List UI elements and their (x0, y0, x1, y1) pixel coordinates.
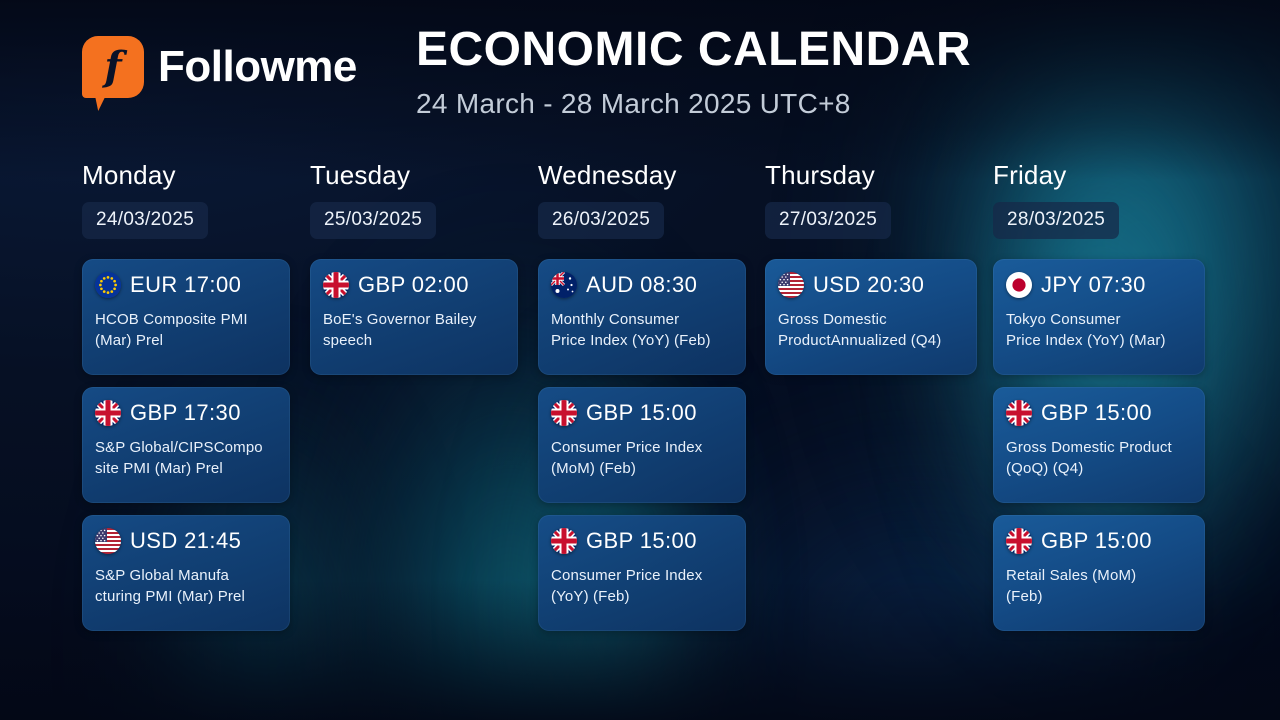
event-card[interactable]: GBP 15:00 Consumer Price Index (YoY) (Feb… (538, 515, 746, 631)
event-card[interactable]: EUR 17:00 HCOB Composite PMI (Mar) Prel (82, 259, 290, 375)
au-flag-icon (551, 272, 577, 298)
event-description: Consumer Price Index (MoM) (Feb) (551, 439, 703, 478)
event-card[interactable]: JPY 07:30 Tokyo Consumer Price Index (YoY… (993, 259, 1205, 375)
event-description: Retail Sales (MoM) (Feb) (1006, 567, 1137, 606)
day-name: Wednesday (538, 160, 677, 190)
event-header: GBP 15:00 (1006, 528, 1192, 554)
date-pill: 28/03/2025 (993, 202, 1120, 239)
uk-flag-icon (1006, 528, 1032, 554)
event-header: USD 21:45 (95, 528, 277, 554)
event-description: BoE's Governor Bailey speech (323, 311, 477, 350)
day-column-wednesday: Wednesday 26/03/2025 AUD 08:30 Monthly Con… (538, 160, 746, 631)
event-description: HCOB Composite PMI (Mar) Prel (95, 311, 248, 350)
uk-flag-icon (1006, 400, 1032, 426)
event-header: GBP 15:00 (1006, 400, 1192, 426)
event-description: Gross Domestic ProductAnnualized (Q4) (778, 311, 942, 350)
day-column-tuesday: Tuesday 25/03/2025 GBP 02:00 BoE's Governo… (310, 160, 518, 375)
event-card[interactable]: USD 20:30 Gross Domestic ProductAnnualize… (765, 259, 977, 375)
followme-logo-icon: f (82, 36, 144, 98)
event-description: S&P Global Manufa cturing PMI (Mar) Prel (95, 567, 245, 606)
event-card[interactable]: GBP 15:00 Gross Domestic Product (QoQ) (Q… (993, 387, 1205, 503)
date-range-subtitle: 24 March - 28 March 2025 UTC+8 (416, 88, 851, 119)
currency-time-label: GBP 02:00 (358, 272, 469, 297)
uk-flag-icon (551, 528, 577, 554)
brand-name: Followme (158, 42, 357, 91)
event-card-list: JPY 07:30 Tokyo Consumer Price Index (YoY… (993, 259, 1205, 631)
currency-time-label: GBP 15:00 (586, 400, 697, 425)
event-header: GBP 15:00 (551, 400, 733, 426)
day-name: Monday (82, 160, 176, 190)
date-pill: 26/03/2025 (538, 202, 665, 239)
event-card[interactable]: GBP 02:00 BoE's Governor Bailey speech (310, 259, 518, 375)
event-header: JPY 07:30 (1006, 272, 1192, 298)
eu-flag-icon (95, 272, 121, 298)
day-name: Thursday (765, 160, 875, 190)
jp-flag-icon (1006, 272, 1032, 298)
event-description: Gross Domestic Product (QoQ) (Q4) (1006, 439, 1172, 478)
currency-time-label: USD 20:30 (813, 272, 925, 297)
currency-time-label: JPY 07:30 (1041, 272, 1146, 297)
event-header: GBP 02:00 (323, 272, 505, 298)
currency-time-label: USD 21:45 (130, 528, 242, 553)
event-header: AUD 08:30 (551, 272, 733, 298)
event-card[interactable]: GBP 15:00 Consumer Price Index (MoM) (Feb… (538, 387, 746, 503)
uk-flag-icon (551, 400, 577, 426)
event-card[interactable]: GBP 17:30 S&P Global/CIPSCompo site PMI (… (82, 387, 290, 503)
date-pill: 25/03/2025 (310, 202, 437, 239)
event-header: USD 20:30 (778, 272, 964, 298)
event-card-list: EUR 17:00 HCOB Composite PMI (Mar) Prel G… (82, 259, 290, 631)
currency-time-label: GBP 15:00 (1041, 400, 1152, 425)
currency-time-label: GBP 15:00 (586, 528, 697, 553)
day-name: Friday (993, 160, 1067, 190)
brand-logo: f Followme (82, 36, 357, 98)
event-description: Monthly Consumer Price Index (YoY) (Feb) (551, 311, 711, 350)
uk-flag-icon (323, 272, 349, 298)
event-description: S&P Global/CIPSCompo site PMI (Mar) Prel (95, 439, 263, 478)
brand-mark-letter: f (104, 43, 122, 90)
day-name: Tuesday (310, 160, 411, 190)
date-pill: 24/03/2025 (82, 202, 209, 239)
day-column-monday: Monday 24/03/2025 EUR 17:00 HCOB Composite … (82, 160, 290, 631)
page-title: ECONOMIC CALENDAR (416, 23, 972, 76)
event-description: Consumer Price Index (YoY) (Feb) (551, 567, 703, 606)
event-card[interactable]: AUD 08:30 Monthly Consumer Price Index (Y… (538, 259, 746, 375)
currency-time-label: GBP 15:00 (1041, 528, 1152, 553)
event-header: EUR 17:00 (95, 272, 277, 298)
us-flag-icon (778, 272, 804, 298)
date-pill: 27/03/2025 (765, 202, 892, 239)
event-card-list: GBP 02:00 BoE's Governor Bailey speech (310, 259, 518, 375)
uk-flag-icon (95, 400, 121, 426)
currency-time-label: EUR 17:00 (130, 272, 242, 297)
currency-time-label: GBP 17:30 (130, 400, 241, 425)
day-column-friday: Friday 28/03/2025 JPY 07:30 Tokyo Consumer … (993, 160, 1205, 631)
event-card-list: USD 20:30 Gross Domestic ProductAnnualize… (765, 259, 977, 375)
event-card-list: AUD 08:30 Monthly Consumer Price Index (Y… (538, 259, 746, 631)
event-card[interactable]: USD 21:45 S&P Global Manufa cturing PMI (… (82, 515, 290, 631)
day-column-thursday: Thursday 27/03/2025 USD 20:30 Gross Domest… (765, 160, 977, 375)
page-header: f Followme ECONOMIC CALENDAR 24 March - … (0, 0, 1280, 150)
event-header: GBP 15:00 (551, 528, 733, 554)
currency-time-label: AUD 08:30 (586, 272, 698, 297)
event-header: GBP 17:30 (95, 400, 277, 426)
event-card[interactable]: GBP 15:00 Retail Sales (MoM) (Feb) (993, 515, 1205, 631)
event-description: Tokyo Consumer Price Index (YoY) (Mar) (1006, 311, 1166, 350)
us-flag-icon (95, 528, 121, 554)
